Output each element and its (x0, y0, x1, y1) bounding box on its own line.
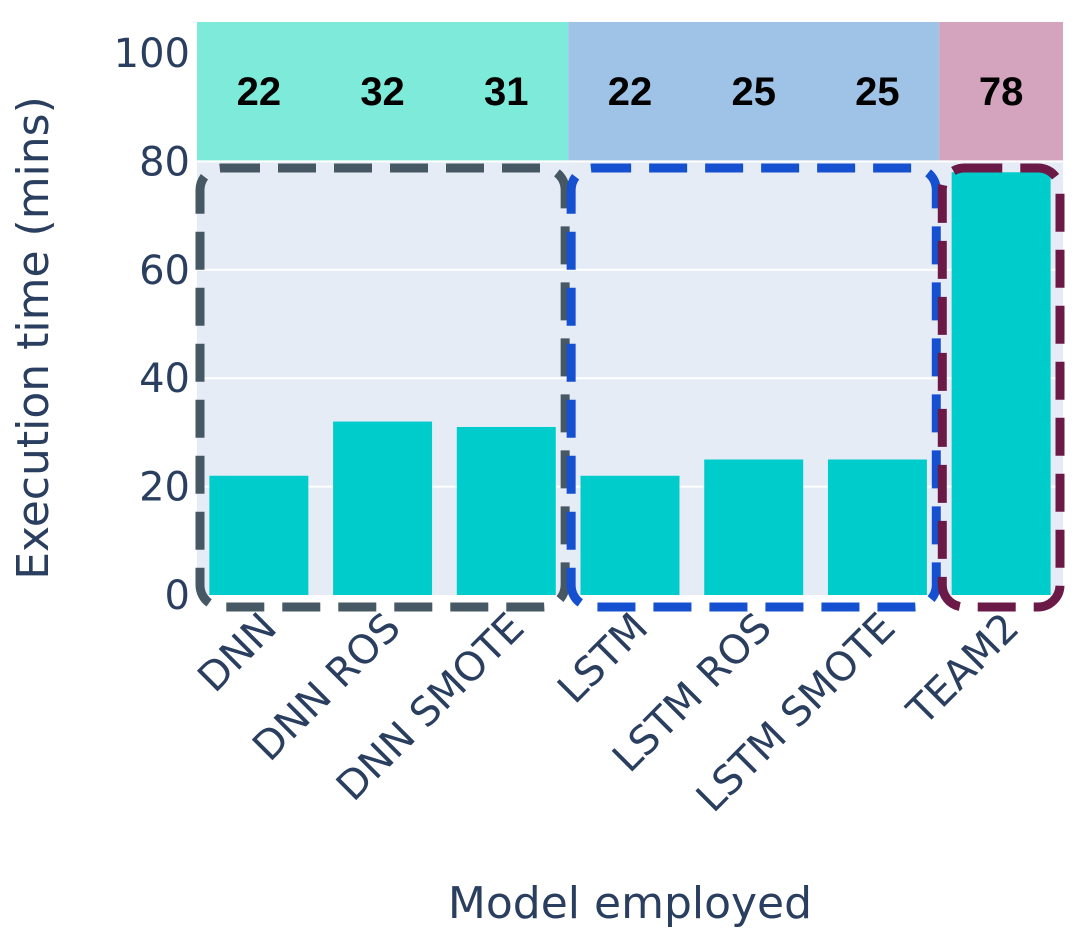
group-outline-3 (937, 163, 1065, 612)
y-axis-title: Execution time (mins) (8, 96, 59, 580)
value-label: 22 (608, 70, 653, 114)
bar-lstm-smote (827, 459, 927, 595)
y-tick-label: 60 (139, 248, 190, 294)
value-label: 22 (237, 70, 282, 114)
value-label: 31 (484, 70, 529, 114)
value-label: 32 (360, 70, 405, 114)
value-label: 25 (731, 70, 776, 114)
x-tick-label: LSTM (549, 605, 657, 713)
x-tick-label: DNN (189, 605, 286, 702)
bar-dnn (209, 475, 309, 595)
bar-dnn-smote (456, 426, 556, 595)
y-tick-label: 40 (139, 356, 190, 402)
bar-lstm (580, 475, 680, 595)
value-label: 25 (855, 70, 900, 114)
y-tick-label: 0 (165, 573, 190, 619)
header-band-1 (197, 22, 569, 162)
header-bands: 22 32 31 22 25 25 78 (197, 22, 1063, 162)
value-label: 78 (979, 70, 1024, 114)
y-tick-label: 20 (139, 465, 190, 511)
y-tick-label: 100 (114, 31, 190, 77)
group-outlines (195, 163, 1065, 612)
bars (209, 172, 1051, 596)
x-axis-title: Model employed (448, 878, 812, 929)
y-axis-ticks: 0 20 40 60 80 100 (114, 31, 190, 619)
bar-dnn-ros (333, 421, 433, 595)
bar-team2 (951, 172, 1051, 596)
y-tick-label: 80 (139, 139, 190, 185)
x-tick-label: TEAM2 (898, 605, 1028, 735)
header-band-2 (568, 22, 940, 162)
header-band-3 (939, 22, 1063, 162)
bar-lstm-ros (704, 459, 804, 595)
